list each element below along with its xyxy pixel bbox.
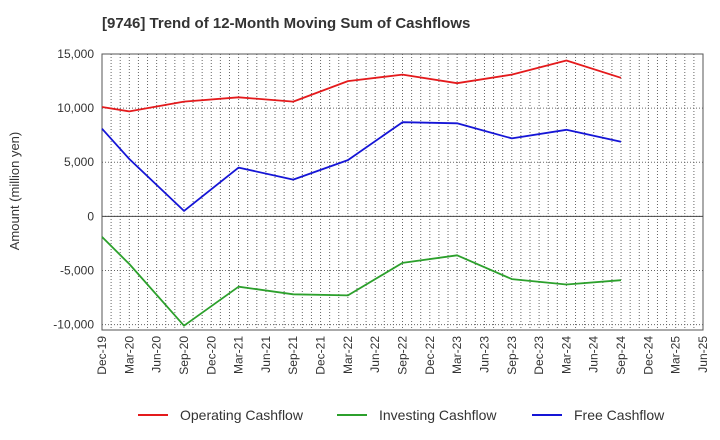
x-tick-label: Sep-24 — [614, 336, 628, 375]
x-tick-label: Dec-20 — [204, 336, 218, 375]
chart-title: [9746] Trend of 12-Month Moving Sum of C… — [102, 15, 471, 32]
y-tick-label: 15,000 — [57, 47, 94, 61]
y-axis-title: Amount (million yen) — [7, 132, 22, 251]
x-tick-label: Jun-25 — [696, 336, 710, 373]
legend-label: Free Cashflow — [574, 407, 665, 423]
legend-item-free-cashflow: Free Cashflow — [532, 404, 664, 426]
legend-label: Investing Cashflow — [379, 407, 497, 423]
x-tick-label: Dec-19 — [95, 336, 109, 375]
legend-item-investing-cashflow: Investing Cashflow — [337, 404, 497, 426]
legend: Operating Cashflow Investing Cashflow Free… — [0, 404, 720, 426]
y-tick-label: 10,000 — [57, 101, 94, 115]
x-tick-label: Mar-20 — [122, 336, 136, 374]
plot-frame — [101, 53, 704, 331]
legend-swatch — [337, 414, 367, 416]
x-tick-label: Sep-21 — [286, 336, 300, 375]
legend-label: Operating Cashflow — [180, 407, 303, 423]
x-tick-label: Jun-23 — [477, 336, 491, 373]
gridlines — [101, 53, 704, 330]
x-tick-label: Jun-21 — [259, 336, 273, 373]
x-tick-label: Sep-20 — [177, 336, 191, 375]
x-tick-label: Jun-20 — [150, 336, 164, 373]
y-tick-label: -5,000 — [60, 263, 94, 277]
y-tick-label: 5,000 — [64, 155, 94, 169]
x-tick-label: Dec-22 — [423, 336, 437, 375]
x-tick-label: Sep-23 — [505, 336, 519, 375]
x-tick-label: Mar-24 — [559, 336, 573, 374]
x-tick-label: Jun-24 — [587, 336, 601, 373]
legend-item-operating-cashflow: Operating Cashflow — [138, 404, 303, 426]
legend-swatch — [532, 414, 562, 416]
x-tick-labels: Dec-19 Mar-20 Jun-20 Sep-20 Dec-20 Mar-21 Jun-… — [95, 336, 710, 375]
x-tick-label: Dec-23 — [532, 336, 546, 375]
plot-border — [101, 53, 704, 331]
series-line-free-cashflow — [101, 121, 622, 212]
series-lines — [101, 59, 622, 327]
series-line-investing-cashflow — [101, 236, 622, 327]
x-tick-label: Mar-21 — [232, 336, 246, 374]
x-tick-label: Mar-25 — [669, 336, 683, 374]
y-tick-labels: 15,000 10,000 5,000 0 -5,000 -10,000 — [53, 47, 94, 332]
x-tick-label: Dec-21 — [314, 336, 328, 375]
x-tick-label: Mar-23 — [450, 336, 464, 374]
x-tick-label: Jun-22 — [368, 336, 382, 373]
legend-swatch — [138, 414, 168, 416]
x-tick-label: Mar-22 — [341, 336, 355, 374]
x-tick-label: Sep-22 — [396, 336, 410, 375]
x-tick-label: Dec-24 — [641, 336, 655, 375]
y-tick-label: -10,000 — [53, 318, 94, 332]
series-line-operating-cashflow — [101, 59, 622, 113]
y-tick-label: 0 — [87, 209, 94, 223]
